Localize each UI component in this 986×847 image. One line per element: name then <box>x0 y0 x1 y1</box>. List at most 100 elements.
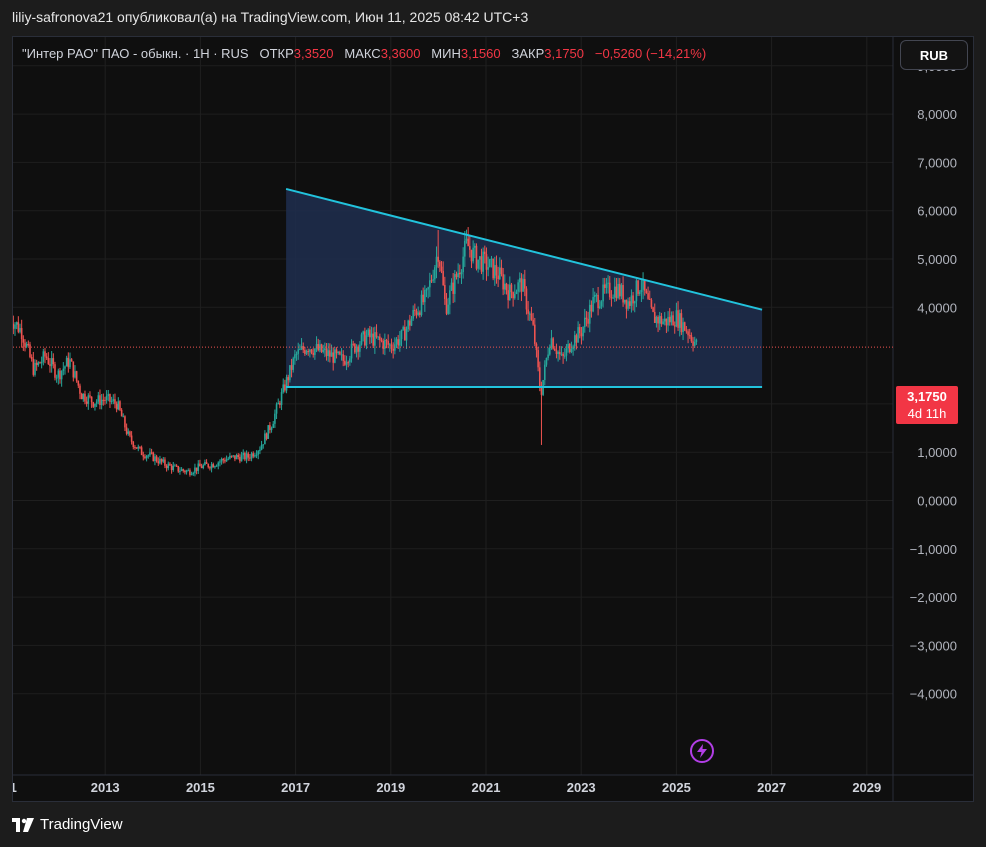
candle-body <box>87 395 90 404</box>
candle-body <box>277 402 280 405</box>
candle-body <box>412 310 414 319</box>
candle-body <box>444 285 446 299</box>
x-tick-label: 2019 <box>376 780 405 795</box>
candle-body <box>499 267 501 280</box>
candle-body <box>452 282 454 294</box>
candle-body <box>588 304 591 324</box>
chart-canvas[interactable]: 9,00008,00007,00006,00005,00004,00002,00… <box>13 37 973 801</box>
candle-body <box>289 365 291 381</box>
candle-body <box>515 291 518 295</box>
candle-body <box>682 322 684 333</box>
candle-body <box>695 339 698 342</box>
candle-body <box>562 353 564 357</box>
candle-body <box>322 350 325 352</box>
candle-body <box>658 316 661 324</box>
candle-body <box>64 366 66 369</box>
candle-body <box>595 294 598 296</box>
x-tick-label: 2013 <box>91 780 120 795</box>
candle-body <box>404 327 406 341</box>
candle-body <box>409 320 411 326</box>
x-tick-label: 2027 <box>757 780 786 795</box>
candle-body <box>67 357 70 368</box>
candle-body <box>665 318 668 326</box>
candle-body <box>490 258 493 260</box>
candle-body <box>132 441 135 448</box>
candle-body <box>402 327 404 330</box>
candle-body <box>22 339 25 343</box>
candle-body <box>287 377 290 381</box>
candle-body <box>229 455 231 459</box>
candle-body <box>535 343 538 351</box>
candle-body <box>617 283 619 299</box>
candle-body <box>608 282 611 298</box>
candle-body <box>688 335 691 337</box>
candle-body <box>390 344 393 349</box>
candle-body <box>169 463 171 466</box>
y-tick-label: 4,0000 <box>917 300 957 315</box>
y-tick-label: 6,0000 <box>917 204 957 219</box>
candle-body <box>44 351 46 357</box>
candle-body <box>225 459 228 462</box>
candle-body <box>472 247 474 262</box>
candle-body <box>643 279 646 291</box>
candle-body <box>527 309 529 314</box>
candle-body <box>683 322 686 331</box>
candle-body <box>520 278 523 292</box>
candle-body <box>124 416 126 428</box>
brand-name: TradingView <box>40 816 123 833</box>
chart-frame[interactable]: 9,00008,00007,00006,00005,00004,00002,00… <box>12 36 974 802</box>
candle-body <box>585 317 588 320</box>
candle-body <box>102 399 105 401</box>
candle-body <box>152 452 155 461</box>
candle-body <box>467 238 469 247</box>
candle-body <box>75 371 78 381</box>
candle-body <box>17 322 20 332</box>
candle-body <box>510 284 513 293</box>
candle-body <box>538 367 541 388</box>
lightning-icon[interactable] <box>690 739 714 763</box>
candle-body <box>518 278 521 283</box>
candle-body <box>455 274 458 278</box>
candle-body <box>678 313 681 328</box>
candle-body <box>553 348 556 351</box>
y-tick-label: −2,0000 <box>910 590 957 605</box>
candle-body <box>237 455 240 458</box>
candle-body <box>632 295 634 304</box>
candle-body <box>385 340 388 342</box>
candle-body <box>668 316 671 323</box>
candle-body <box>540 387 543 395</box>
candle-body <box>217 462 220 466</box>
candle-body <box>662 321 664 325</box>
candle-body <box>325 348 328 357</box>
candle-body <box>384 340 386 349</box>
candle-body <box>245 453 248 460</box>
tradingview-logo[interactable]: TradingView <box>12 816 123 833</box>
candle-body <box>247 453 250 458</box>
candle-body <box>42 351 45 362</box>
candle-body <box>410 318 413 326</box>
candle-body <box>209 467 211 469</box>
candle-body <box>635 280 638 302</box>
candle-body <box>504 283 506 290</box>
currency-button[interactable]: RUB <box>900 40 968 70</box>
candle-body <box>670 315 673 323</box>
candle-body <box>630 295 633 306</box>
candle-body <box>568 344 571 353</box>
candle-body <box>350 343 353 359</box>
candle-body <box>122 416 125 418</box>
candle-body <box>489 259 491 268</box>
candle-body <box>157 461 160 464</box>
candle-body <box>125 427 128 434</box>
candle-body <box>417 312 419 315</box>
candle-body <box>625 299 628 309</box>
candle-body <box>195 467 198 471</box>
candle-body <box>119 401 121 410</box>
candle-body <box>369 329 371 338</box>
candle-body <box>30 356 33 359</box>
candle-body <box>239 457 241 462</box>
candle-body <box>257 451 260 455</box>
candle-body <box>255 454 258 456</box>
candle-body <box>600 301 603 307</box>
candle-body <box>372 333 374 346</box>
candle-body <box>74 371 76 378</box>
